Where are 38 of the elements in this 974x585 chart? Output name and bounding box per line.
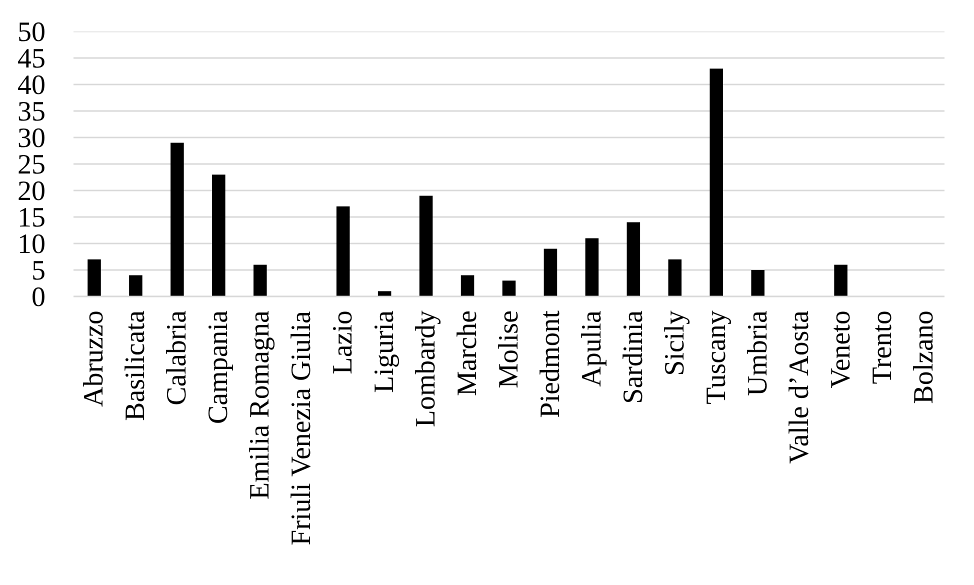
x-tick-label: Molise <box>494 310 524 388</box>
bar <box>585 238 599 296</box>
x-tick-label: Basilicata <box>120 310 152 421</box>
bar <box>336 206 350 296</box>
bar <box>129 275 142 296</box>
x-tick-label: Bolzano <box>908 310 940 404</box>
x-tick-label: Sicily <box>659 310 690 376</box>
bar <box>212 174 226 296</box>
x-tick-label: Lazio <box>328 310 359 374</box>
bar <box>834 264 848 296</box>
bar <box>544 248 558 296</box>
x-tick-label: Piedmont <box>534 310 566 418</box>
bar <box>710 68 724 296</box>
x-tick-label: Veneto <box>825 310 856 388</box>
bar <box>502 280 516 296</box>
x-tick-label: Marche <box>452 310 484 396</box>
x-tick-label: Calabria <box>162 310 193 406</box>
x-tick-label: Valle d’Aosta <box>784 310 815 464</box>
bar <box>626 222 640 296</box>
x-tick-label: Sardinia <box>618 310 649 404</box>
x-tick-label: Campania <box>203 310 234 424</box>
x-tick-label: Trento <box>866 310 898 384</box>
bar <box>170 142 184 296</box>
bar <box>668 259 682 296</box>
bar <box>378 291 392 296</box>
x-tick-label: Tuscany <box>700 310 732 404</box>
bar <box>88 259 101 296</box>
x-tick-label: Apulia <box>576 310 608 387</box>
bar <box>254 264 267 296</box>
x-tick-label: Friuli Venezia Giulia <box>286 310 318 546</box>
bar <box>419 196 433 296</box>
x-tick-label: Lombardy <box>410 310 442 428</box>
x-tick-label: Emilia Romagna <box>244 310 276 500</box>
bar <box>460 275 474 296</box>
x-tick-label: Umbria <box>742 310 774 396</box>
bar <box>751 270 764 296</box>
x-tick-label: Abruzzo <box>78 310 110 407</box>
x-tick-label: Liguria <box>369 310 400 393</box>
